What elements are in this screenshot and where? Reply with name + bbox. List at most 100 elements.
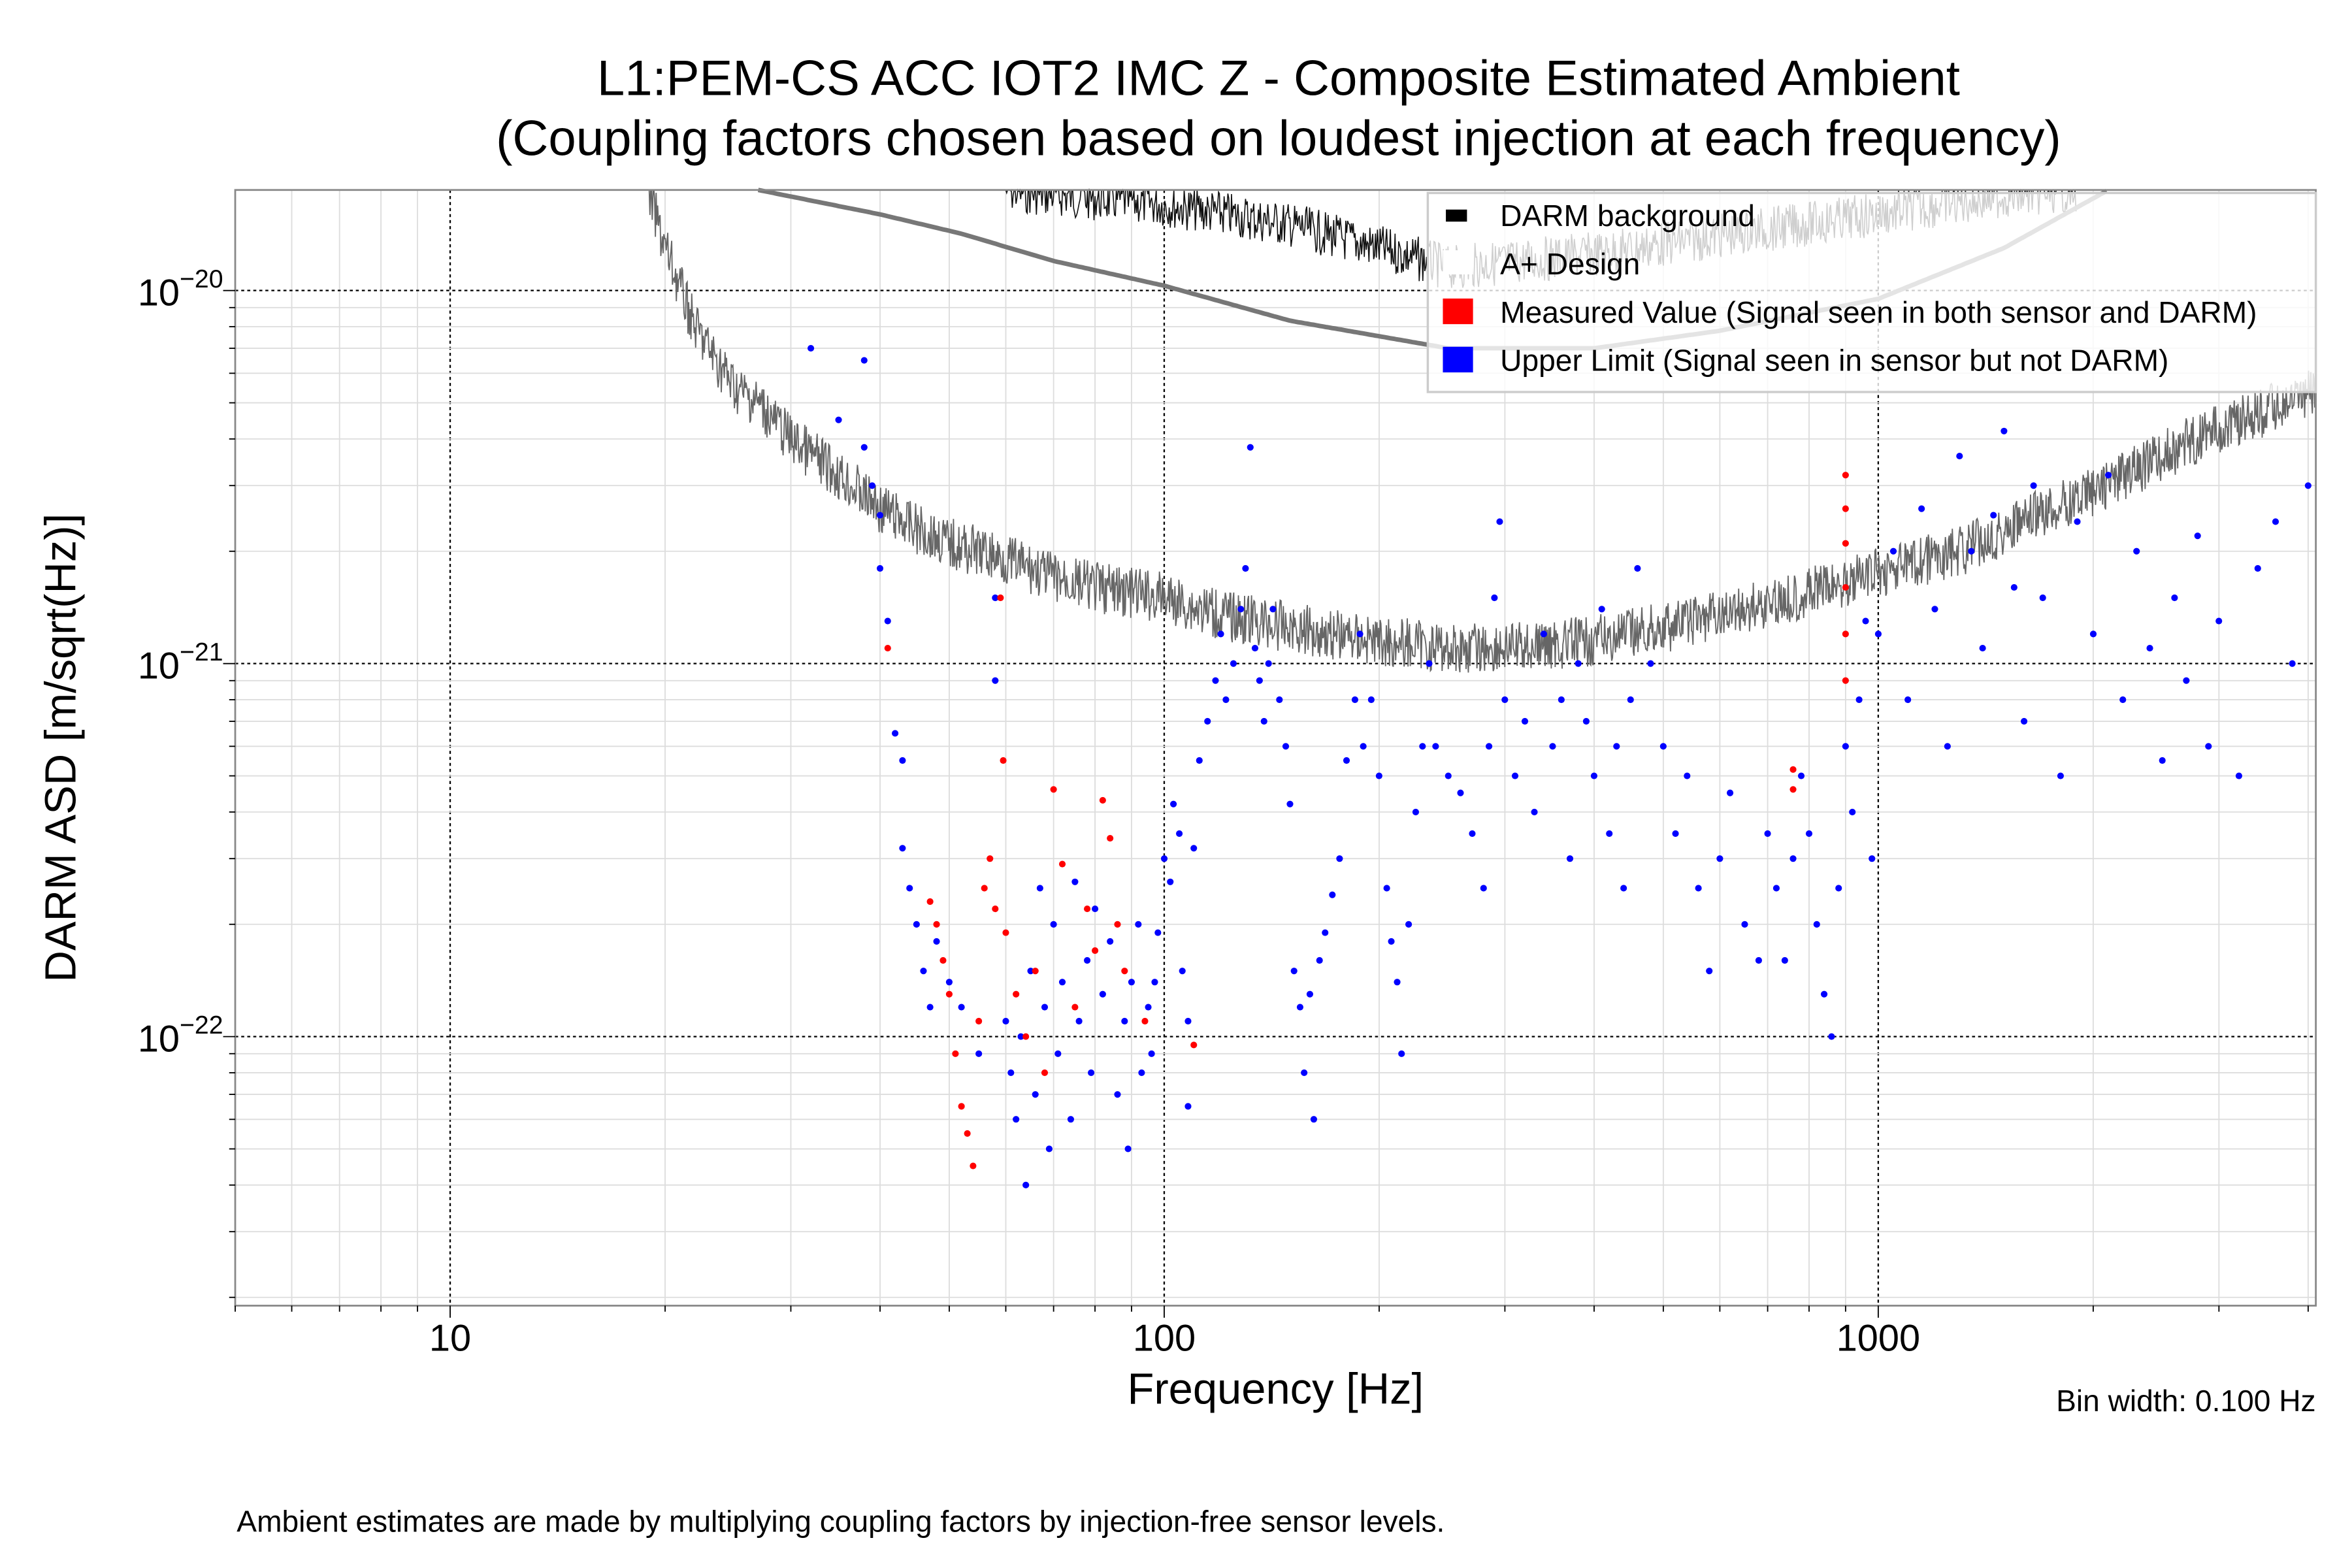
legend-label-darm-background: DARM background [1500, 199, 1755, 233]
upper-limit-point [892, 730, 899, 737]
upper-limit-point [1620, 885, 1627, 892]
upper-limit-point [1154, 929, 1162, 936]
upper-limit-point [2039, 594, 2046, 602]
upper-limit-point [1138, 1069, 1145, 1076]
upper-limit-point [992, 594, 999, 602]
upper-limit-point [876, 512, 884, 519]
legend-marker-a-plus-design [1443, 250, 1473, 274]
upper-limit-point [1944, 743, 1951, 750]
legend-marker-measured-value [1443, 298, 1473, 325]
upper-limit-point [1672, 830, 1679, 838]
upper-limit-point [1276, 696, 1283, 704]
upper-limit-point [1979, 644, 1986, 652]
upper-limit-point [808, 345, 815, 352]
upper-limit-point [1549, 743, 1556, 750]
upper-limit-point [2289, 660, 2296, 667]
upper-limit-point [945, 979, 953, 986]
upper-limit-point [1167, 878, 1174, 885]
x-tick-label: 100 [1133, 1318, 1196, 1360]
upper-limit-point [1190, 845, 1198, 852]
upper-limit-point [1088, 1069, 1095, 1076]
y-tick-label: 10−20 [138, 265, 223, 314]
upper-limit-point [1613, 743, 1620, 750]
upper-limit-point [926, 1004, 934, 1011]
upper-limit-point [1695, 885, 1702, 892]
upper-limit-point [2089, 630, 2097, 638]
upper-limit-point [1398, 1050, 1405, 1057]
upper-limit-point [2021, 717, 2028, 725]
upper-limit-point [1855, 696, 1863, 704]
upper-limit-point [876, 564, 884, 572]
upper-limit-point [1301, 1069, 1308, 1076]
upper-limit-point [1099, 990, 1106, 998]
upper-limit-point [1647, 660, 1654, 667]
upper-limit-point [1251, 644, 1259, 652]
upper-limit-point [1237, 606, 1245, 613]
upper-limit-point [1230, 660, 1237, 667]
bin-width-annotation: Bin width: 0.100 Hz [2056, 1384, 2316, 1418]
upper-limit-point [1558, 696, 1565, 704]
upper-limit-point [2183, 677, 2190, 684]
measured-value-point [1013, 990, 1020, 998]
upper-limit-point [1242, 564, 1249, 572]
measured-value-point [1022, 1033, 1030, 1040]
upper-limit-point [2001, 427, 2008, 434]
measured-value-point [1121, 968, 1128, 975]
upper-limit-point [1322, 929, 1329, 936]
y-tick-label: 10−21 [138, 638, 223, 687]
upper-limit-point [1071, 878, 1079, 885]
upper-limit-point [1256, 677, 1263, 684]
upper-limit-point [2272, 518, 2279, 525]
upper-limit-point [1582, 717, 1590, 725]
upper-limit-point [1496, 518, 1503, 525]
upper-limit-point [1212, 677, 1219, 684]
upper-limit-point [1968, 547, 1975, 555]
upper-limit-point [1007, 1069, 1015, 1076]
upper-limit-point [1862, 617, 1869, 625]
upper-limit-point [1114, 1091, 1121, 1098]
upper-limit-point [1022, 1181, 1030, 1188]
upper-limit-point [1107, 938, 1114, 945]
upper-limit-point [1627, 696, 1634, 704]
upper-limit-point [1590, 772, 1598, 779]
upper-limit-point [1511, 772, 1519, 779]
upper-limit-point [2057, 772, 2064, 779]
upper-limit-point [1874, 630, 1882, 638]
upper-limit-point [1260, 717, 1267, 725]
upper-limit-point [1521, 717, 1529, 725]
upper-limit-point [1367, 696, 1375, 704]
upper-limit-point [1145, 1004, 1152, 1011]
upper-limit-point [2205, 743, 2212, 750]
measured-value-point [1107, 835, 1114, 842]
upper-limit-point [2105, 472, 2112, 479]
axis-ticks: 10 100 1000 10−20 10−21 10−22 [138, 265, 2309, 1360]
upper-limit-point [1634, 564, 1641, 572]
upper-limit-point [1148, 1050, 1155, 1057]
upper-limit-point [2159, 757, 2166, 764]
upper-limit-point [1351, 696, 1358, 704]
upper-limit-point [1356, 630, 1364, 638]
upper-limit-point [1469, 830, 1476, 838]
measured-value-point [1050, 786, 1057, 793]
upper-limit-point [1419, 743, 1426, 750]
upper-limit-point [1575, 660, 1582, 667]
upper-limit-point [1027, 968, 1034, 975]
y-axis-label: DARM ASD [m/sqrt(Hz)] [36, 514, 85, 982]
measured-value-point [981, 885, 988, 892]
upper-limit-point [1316, 956, 1323, 964]
legend-marker-upper-limit [1443, 346, 1473, 372]
upper-limit-point [1160, 855, 1168, 862]
upper-limit-point [1405, 921, 1413, 928]
measured-value-point [987, 855, 994, 862]
measured-value-point [1000, 757, 1007, 764]
measured-value-point [1058, 860, 1066, 868]
measured-value-point [1842, 472, 1849, 479]
upper-limit-point [1269, 606, 1277, 613]
upper-limit-point [1222, 696, 1230, 704]
measured-value-point [975, 1017, 983, 1025]
upper-limit-point [1336, 855, 1343, 862]
legend-box [1426, 191, 2317, 393]
upper-limit-point [1290, 968, 1298, 975]
upper-limit-point [2133, 547, 2140, 555]
